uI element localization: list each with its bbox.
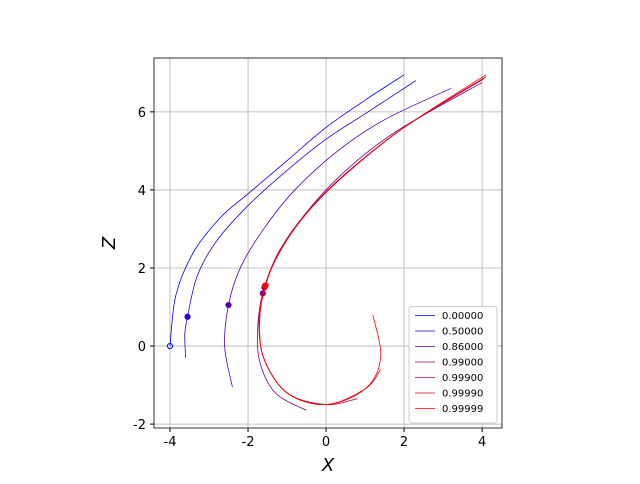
x-tick-label: -2	[242, 435, 255, 450]
legend-label: 0.00000	[442, 311, 483, 322]
x-tick-label: 2	[400, 435, 408, 450]
x-tick-label: 4	[478, 435, 486, 450]
series-line	[259, 74, 487, 405]
legend-label: 0.99000	[442, 358, 483, 369]
x-tick-label: -4	[164, 435, 177, 450]
x-tick-label: 0	[322, 435, 330, 450]
y-tick-label: 6	[138, 106, 146, 121]
legend-label: 0.50000	[442, 327, 483, 338]
y-tick-label: 4	[138, 184, 146, 199]
series-line	[169, 74, 405, 347]
y-axis-label: Z	[99, 236, 120, 250]
y-tick-label: 2	[138, 262, 146, 277]
legend-label: 0.86000	[442, 342, 483, 353]
legend-label: 0.99999	[442, 404, 483, 415]
series-line	[224, 88, 452, 388]
point-marker	[262, 282, 269, 289]
point-marker	[225, 301, 232, 309]
point-marker	[184, 313, 191, 320]
y-tick-label: -2	[133, 418, 146, 433]
legend-box	[408, 306, 498, 424]
point-marker	[166, 342, 174, 350]
legend-label: 0.99990	[442, 389, 483, 400]
plot-frame	[153, 57, 503, 429]
x-axis-label: X	[321, 455, 335, 476]
series-line	[184, 80, 416, 358]
y-tick-label: 0	[138, 340, 146, 355]
legend-label: 0.99900	[442, 373, 483, 384]
